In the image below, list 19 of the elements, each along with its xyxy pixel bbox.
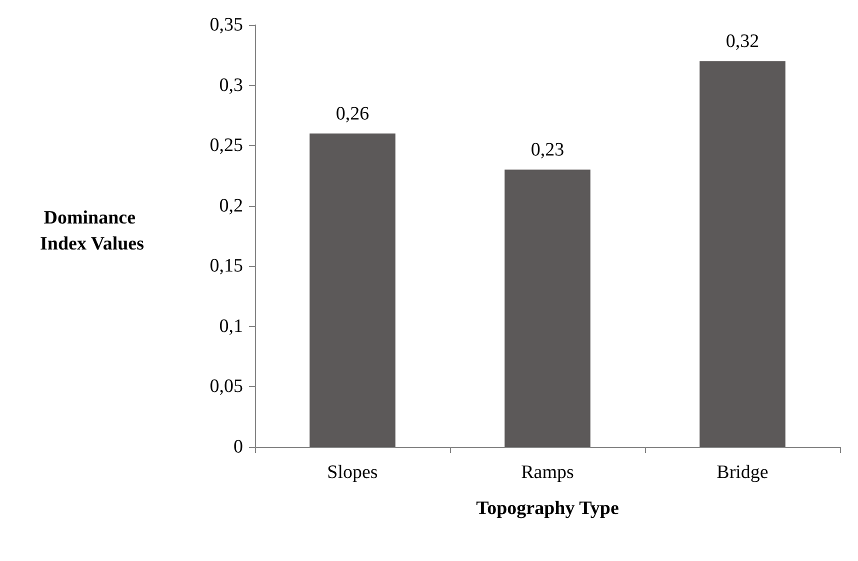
y-tick-label: 0,05 — [210, 376, 243, 398]
x-tick-label: Slopes — [327, 462, 378, 483]
y-axis-title: Dominance Index Values — [40, 208, 144, 254]
y-tick-label: 0 — [234, 436, 243, 458]
data-label: 0,32 — [726, 31, 760, 52]
data-label: 0,23 — [530, 140, 564, 161]
y-tick-label: 0,2 — [219, 195, 243, 216]
bar — [700, 61, 786, 447]
bar — [310, 134, 396, 447]
y-tick-label: 0,3 — [219, 74, 243, 96]
y-tick-label: 0,35 — [210, 14, 243, 36]
data-label: 0,26 — [336, 104, 370, 125]
x-tick-label: Bridge — [716, 462, 768, 483]
bar — [504, 170, 590, 447]
y-tick-label: 0,1 — [219, 316, 243, 337]
y-tick-label: 0,25 — [210, 135, 243, 156]
y-tick-label: 0,15 — [210, 256, 243, 277]
x-tick-label: Ramps — [521, 462, 574, 483]
x-axis-title: Topography Type — [476, 498, 619, 519]
